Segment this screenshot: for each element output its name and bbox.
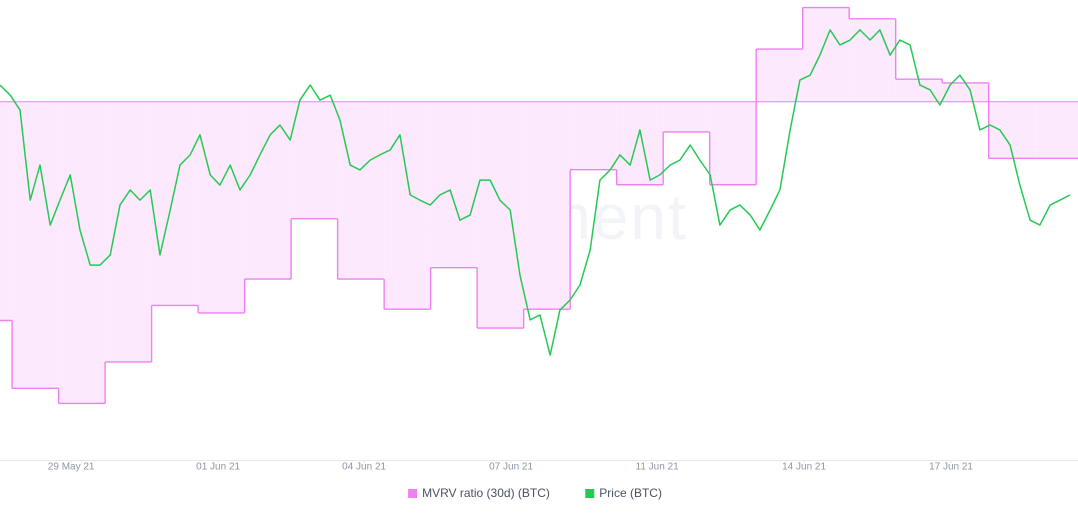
- mvrv-area: [663, 101, 710, 132]
- mvrv-area: [756, 49, 803, 102]
- legend-swatch: [585, 489, 595, 498]
- x-tick-label: 01 Jun 21: [196, 462, 240, 473]
- x-tick-label: 29 May 21: [48, 462, 95, 473]
- legend: MVRV ratio (30d) (BTC) Price (BTC): [408, 486, 662, 500]
- legend-swatch: [408, 489, 418, 498]
- mvrv-area: [895, 79, 943, 102]
- x-tick-label: 17 Jun 21: [929, 462, 973, 473]
- mvrv-area: [570, 101, 617, 170]
- legend-label: MVRV ratio (30d) (BTC): [422, 486, 550, 500]
- x-tick-label: 04 Jun 21: [342, 462, 386, 473]
- mvrv-area: [337, 101, 385, 280]
- plot-area: [0, 6, 1078, 405]
- mvrv-area: [291, 101, 338, 219]
- x-tick-label: 11 Jun 21: [636, 462, 680, 473]
- mvrv-area: [198, 101, 245, 313]
- mvrv-area: [0, 101, 13, 321]
- mvrv-area: [849, 18, 896, 102]
- mvrv-area: [244, 101, 292, 280]
- mvrv-area: [58, 101, 106, 404]
- mvrv-area: [942, 82, 989, 102]
- mvrv-area: [477, 101, 524, 329]
- price-line: [0, 29, 1071, 356]
- mvrv-area: [709, 101, 757, 185]
- mvrv-area: [151, 101, 199, 306]
- mvrv-area: [1035, 101, 1078, 159]
- mvrv-area: [384, 101, 431, 310]
- mvrv-area: [430, 101, 478, 268]
- mvrv-area: [105, 101, 152, 362]
- mvrv-area: [12, 101, 59, 389]
- mvrv-area: [988, 101, 1036, 159]
- x-tick-label: 07 Jun 21: [489, 462, 533, 473]
- mvrv-area: [802, 7, 850, 102]
- legend-label: Price (BTC): [599, 486, 662, 500]
- mvrv-area: [523, 101, 571, 310]
- mvrv-area: [616, 101, 664, 185]
- x-tick-label: 14 Jun 21: [782, 462, 826, 473]
